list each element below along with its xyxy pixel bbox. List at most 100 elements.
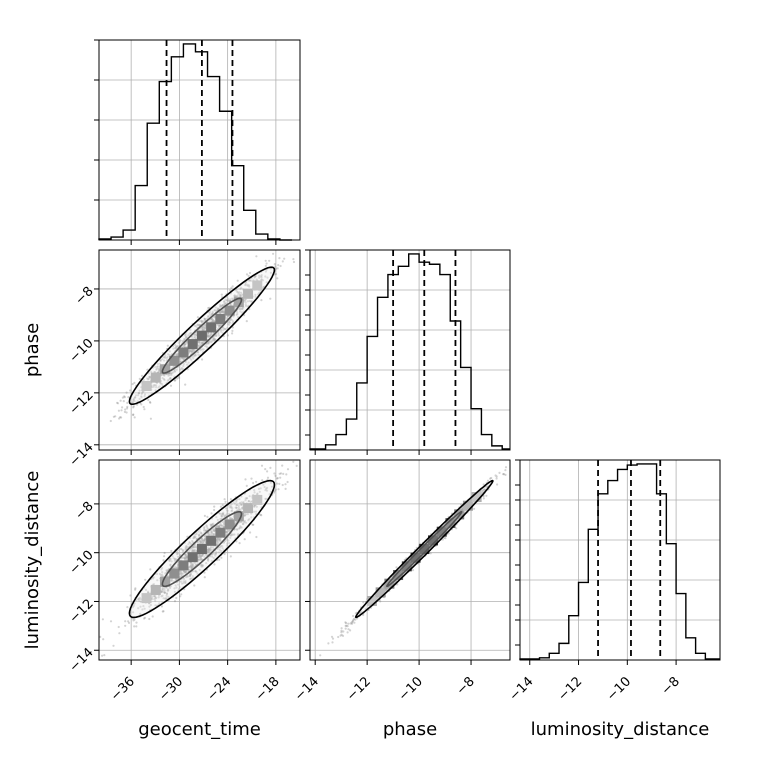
data-point — [231, 332, 234, 335]
data-point — [138, 377, 141, 380]
data-point — [138, 389, 141, 392]
data-point — [292, 460, 295, 463]
data-point — [204, 326, 207, 329]
data-point — [173, 370, 176, 373]
data-point — [134, 588, 137, 591]
data-point — [158, 368, 161, 371]
data-point — [122, 400, 125, 403]
data-point — [203, 514, 206, 518]
data-point — [174, 346, 177, 349]
data-point — [173, 600, 177, 603]
data-point — [118, 417, 121, 420]
data-point — [260, 514, 263, 517]
data-point — [132, 413, 135, 417]
data-point — [286, 480, 289, 484]
data-point — [238, 542, 241, 545]
data-point — [191, 349, 194, 352]
data-point — [207, 306, 210, 310]
data-point — [201, 358, 204, 361]
data-point — [124, 624, 127, 627]
y-tick-label: −10 — [67, 548, 97, 578]
data-point — [200, 320, 203, 323]
data-point — [199, 343, 202, 346]
data-point — [120, 416, 123, 419]
data-point — [187, 361, 190, 364]
data-point — [161, 610, 164, 613]
data-point — [207, 315, 210, 318]
data-point — [127, 621, 131, 625]
data-point — [209, 341, 212, 344]
data-point — [201, 326, 204, 329]
data-point — [260, 464, 264, 467]
data-point — [163, 551, 166, 555]
data-point — [255, 278, 258, 281]
data-point — [248, 279, 251, 282]
data-point — [285, 473, 288, 476]
data-point — [207, 331, 210, 335]
data-point — [142, 391, 145, 394]
data-point — [203, 571, 206, 574]
data-point — [112, 415, 115, 418]
data-point — [193, 333, 196, 336]
data-point — [148, 375, 151, 379]
data-point — [176, 377, 179, 380]
data-point — [182, 338, 185, 341]
x-tick-label: −12 — [555, 674, 585, 704]
data-point — [123, 396, 126, 399]
data-point — [132, 405, 135, 408]
data-point — [228, 299, 231, 302]
data-point — [238, 295, 241, 298]
data-point — [250, 300, 253, 303]
data-point — [190, 350, 194, 354]
data-point — [276, 482, 279, 485]
data-point — [504, 466, 508, 469]
data-point — [240, 291, 243, 294]
data-point — [179, 339, 182, 342]
data-point — [211, 317, 214, 320]
data-point — [188, 349, 191, 352]
data-point — [121, 396, 124, 399]
data-point — [244, 301, 247, 304]
x-tick-label: −30 — [156, 674, 186, 704]
data-point — [239, 293, 242, 296]
data-point — [273, 263, 276, 266]
data-point — [248, 279, 251, 282]
data-point — [197, 341, 200, 344]
data-point — [231, 285, 234, 288]
data-point — [184, 383, 187, 386]
data-point — [157, 386, 160, 389]
data-point — [292, 258, 295, 261]
data-point — [176, 345, 179, 348]
data-point — [261, 279, 265, 282]
data-point — [185, 336, 188, 339]
data-point — [344, 624, 347, 628]
data-point — [245, 273, 249, 276]
data-point — [502, 473, 506, 476]
data-point — [188, 349, 191, 352]
data-point — [327, 642, 330, 645]
data-point — [215, 334, 218, 337]
data-point — [163, 555, 166, 558]
data-point — [265, 281, 268, 284]
data-point — [207, 335, 210, 338]
data-point — [178, 365, 181, 368]
data-point — [260, 299, 263, 302]
x-tick-label: −14 — [507, 674, 537, 704]
data-point — [395, 566, 398, 569]
data-point — [214, 338, 217, 341]
histogram-step — [309, 253, 510, 450]
data-point — [331, 637, 335, 640]
data-point — [274, 488, 277, 491]
data-point — [237, 292, 240, 295]
data-point — [163, 359, 166, 362]
data-point — [206, 334, 209, 337]
data-point — [200, 320, 203, 323]
data-point — [258, 274, 261, 277]
data-point — [226, 315, 230, 318]
data-point — [129, 389, 132, 392]
data-point — [125, 411, 128, 414]
data-point — [179, 360, 182, 363]
data-point — [269, 466, 272, 469]
data-point — [120, 409, 123, 412]
data-point — [239, 295, 242, 298]
